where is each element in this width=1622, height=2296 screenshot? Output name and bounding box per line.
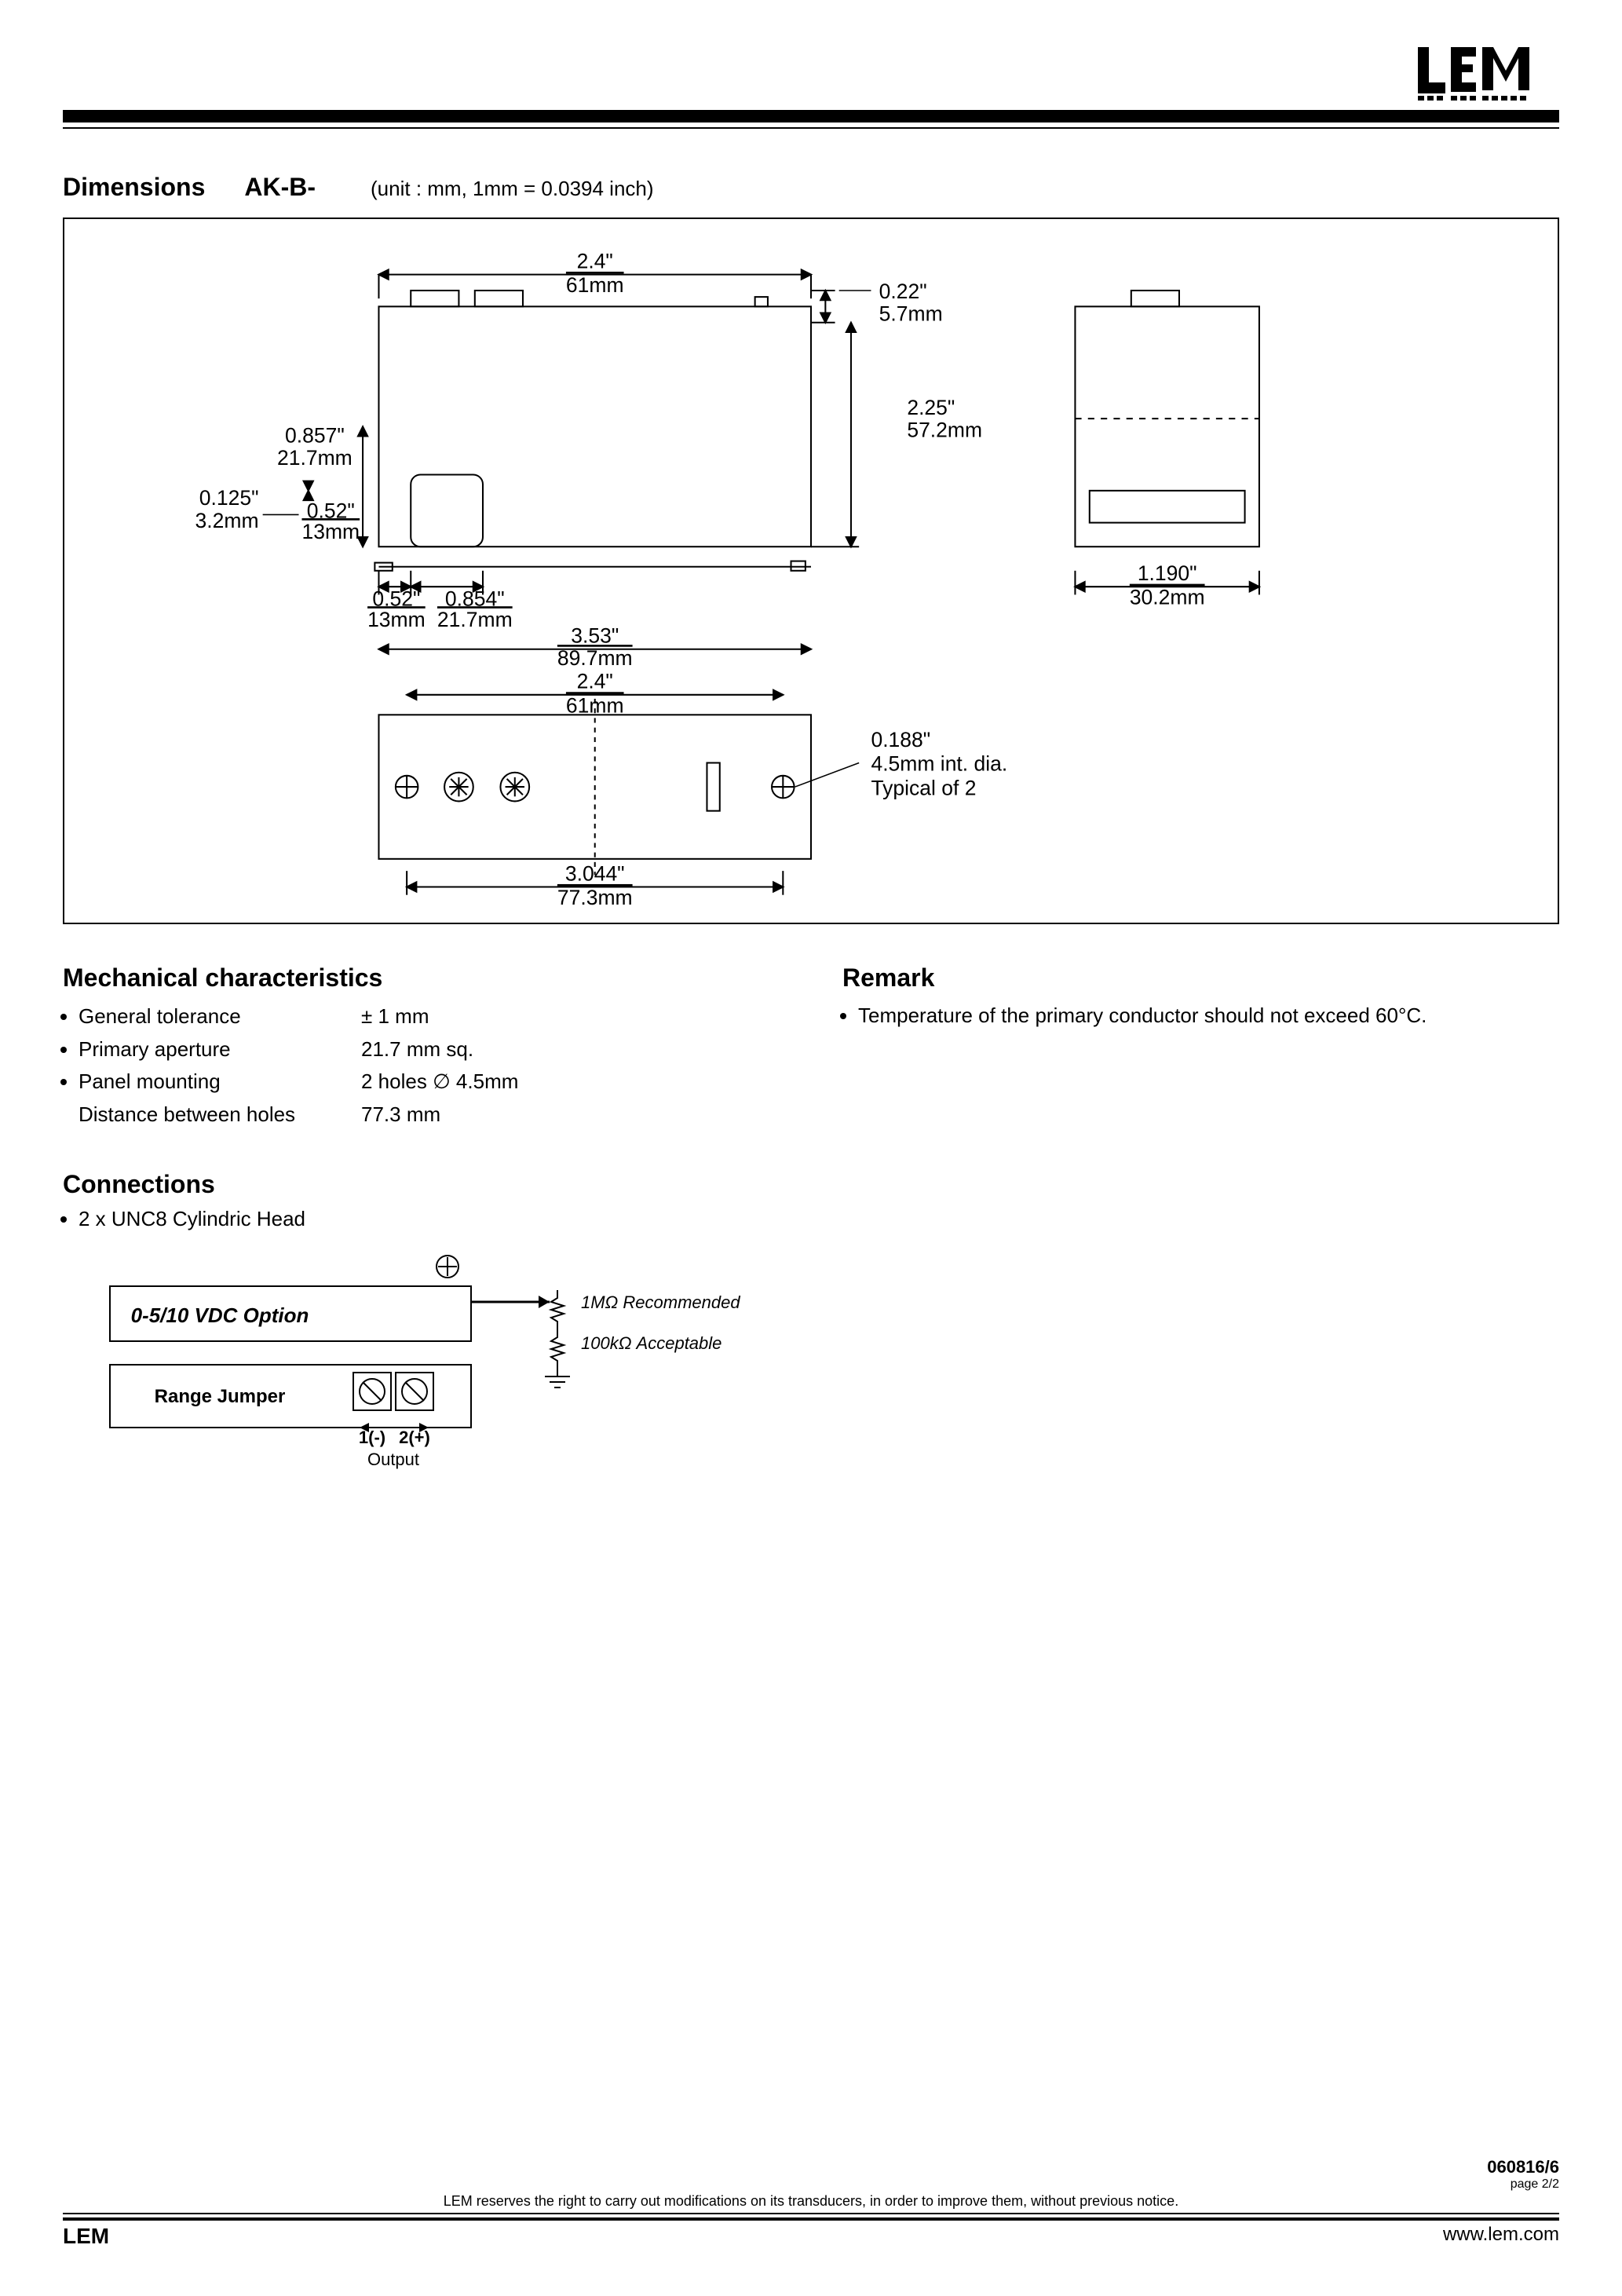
footer-lem: LEM: [63, 2224, 109, 2249]
dim-leftslot-mm: 13mm: [301, 520, 360, 543]
dimensions-diagram: 2.4" 61mm 0.22" 5.7mm 2.25" 57.2mm: [63, 218, 1559, 924]
dim-height-in: 2.25": [907, 396, 955, 419]
dim-hole-mm: 4.5mm int. dia.: [871, 752, 1007, 776]
dim-hole-in: 0.188": [871, 728, 930, 751]
header-rule-thin: [63, 127, 1559, 129]
dim-bottomspan-in: 2.4": [577, 670, 613, 693]
conn-r1: 1MΩ Recommended: [581, 1292, 740, 1312]
brand-logo: [1418, 47, 1543, 106]
footer-url: www.lem.com: [1443, 2224, 1559, 2249]
conn-option-label: 0-5/10 VDC Option: [131, 1303, 309, 1327]
mech-label-0: General tolerance: [79, 1000, 361, 1033]
mech-label-1: Primary aperture: [79, 1033, 361, 1066]
mech-val-2: 2 holes ∅ 4.5mm: [361, 1066, 518, 1099]
remark-item-0: Temperature of the primary conductor sho…: [858, 1000, 1559, 1031]
dim-footprint-mm: 77.3mm: [557, 886, 633, 907]
dim-top-mm: 61mm: [566, 273, 624, 297]
dim-topright-mm: 5.7mm: [879, 302, 943, 326]
dim-leftslot-in: 0.52": [307, 499, 355, 523]
conn-out2: 2(+): [399, 1428, 430, 1447]
dim-botleft-in: 0.52": [372, 587, 420, 611]
dim-overall-in: 3.53": [571, 624, 619, 648]
dim-top-in: 2.4": [577, 250, 613, 272]
conn-output-label: Output: [367, 1450, 419, 1469]
remark-section: Remark Temperature of the primary conduc…: [842, 940, 1559, 1131]
dim-leftsmall-in: 0.125": [199, 486, 259, 510]
dim-topright-in: 0.22": [879, 280, 927, 303]
dim-leftsmall-mm: 3.2mm: [195, 509, 259, 532]
mechanical-section: Mechanical characteristics General toler…: [63, 940, 780, 1131]
conn-out1: 1(-): [359, 1428, 385, 1447]
dim-aperture-in: 0.854": [445, 587, 505, 611]
dim-footprint-in: 3.044": [565, 861, 625, 885]
title-row: Dimensions AK-B- (unit : mm, 1mm = 0.039…: [63, 173, 1559, 202]
header-rule-thick: [63, 110, 1559, 122]
footer-notice: LEM reserves the right to carry out modi…: [63, 2193, 1559, 2214]
connections-section: Connections 2 x UNC8 Cylindric Head 0-5/…: [63, 1170, 1559, 1467]
dim-botleft-mm: 13mm: [367, 608, 426, 631]
dim-side-in: 1.190": [1138, 561, 1197, 585]
title-unit-note: (unit : mm, 1mm = 0.0394 inch): [371, 177, 654, 201]
dim-overall-mm: 89.7mm: [557, 646, 633, 670]
title-label: Dimensions: [63, 173, 205, 202]
mech-val-0: ± 1 mm: [361, 1000, 429, 1033]
dim-bottomspan-mm: 61mm: [566, 693, 624, 717]
dim-leftupper-mm: 21.7mm: [277, 446, 353, 470]
footer: 060816/6 page 2/2 LEM reserves the right…: [63, 2157, 1559, 2249]
connections-bullet: 2 x UNC8 Cylindric Head: [79, 1207, 1559, 1231]
dim-hole-typ: Typical of 2: [871, 776, 976, 799]
mech-val-1: 21.7 mm sq.: [361, 1033, 473, 1066]
footer-docnum: 060816/6: [63, 2157, 1559, 2177]
dim-side-mm: 30.2mm: [1130, 586, 1205, 609]
footer-page: page 2/2: [63, 2177, 1559, 2192]
mech-label-2: Panel mounting: [79, 1066, 361, 1099]
dim-height-mm: 57.2mm: [907, 419, 982, 442]
title-model: AK-B-: [244, 173, 316, 202]
dim-leftupper-in: 0.857": [285, 424, 345, 448]
conn-r2: 100kΩ Acceptable: [581, 1333, 721, 1353]
mech-val-3: 77.3 mm: [361, 1099, 440, 1132]
mech-label-3: Distance between holes: [79, 1099, 361, 1132]
conn-range-jumper: Range Jumper: [155, 1386, 286, 1407]
connections-title: Connections: [63, 1170, 1559, 1199]
dim-aperture-mm: 21.7mm: [437, 608, 513, 631]
remark-title: Remark: [842, 963, 1559, 993]
mechanical-title: Mechanical characteristics: [63, 963, 780, 993]
